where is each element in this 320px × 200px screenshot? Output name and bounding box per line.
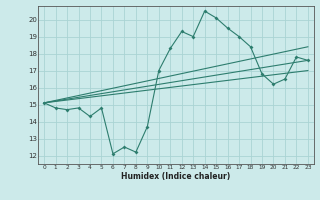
X-axis label: Humidex (Indice chaleur): Humidex (Indice chaleur)	[121, 172, 231, 181]
